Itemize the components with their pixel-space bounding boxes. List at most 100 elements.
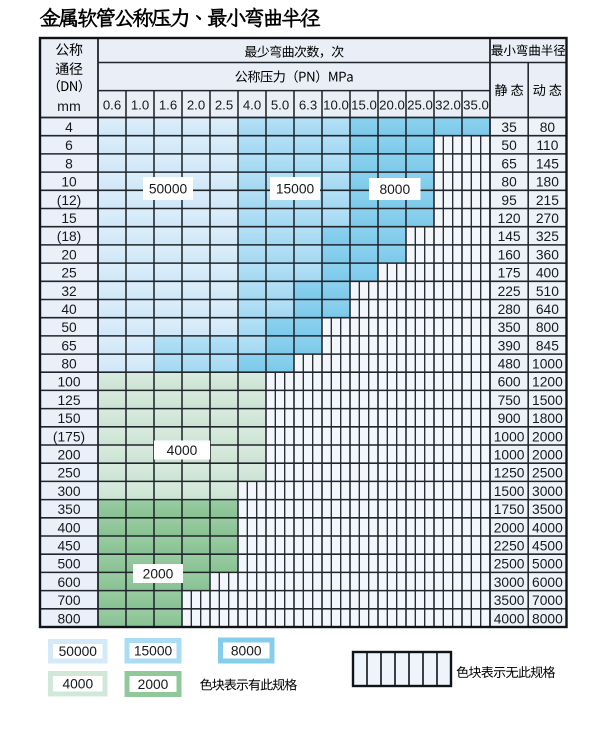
svg-text:10.0: 10.0 — [323, 98, 349, 113]
svg-text:15000: 15000 — [134, 644, 173, 659]
svg-text:3500: 3500 — [532, 502, 563, 517]
svg-text:2.5: 2.5 — [215, 98, 233, 113]
svg-text:180: 180 — [536, 175, 559, 190]
svg-text:80: 80 — [540, 120, 556, 135]
svg-text:5.0: 5.0 — [271, 98, 289, 113]
svg-text:1.0: 1.0 — [131, 98, 149, 113]
svg-text:5000: 5000 — [532, 557, 563, 572]
svg-text:7000: 7000 — [532, 593, 563, 608]
svg-text:700: 700 — [57, 593, 80, 608]
svg-text:350: 350 — [57, 502, 80, 517]
svg-text:0.6: 0.6 — [103, 98, 121, 113]
svg-text:225: 225 — [498, 284, 521, 299]
svg-text:10: 10 — [61, 175, 77, 190]
svg-text:8000: 8000 — [532, 611, 563, 626]
svg-text:(12): (12) — [57, 193, 82, 208]
svg-text:50: 50 — [501, 138, 517, 153]
svg-text:95: 95 — [501, 193, 517, 208]
svg-text:(175): (175) — [53, 429, 85, 444]
svg-text:2000: 2000 — [143, 566, 174, 581]
svg-text:280: 280 — [498, 302, 521, 317]
svg-text:25.0: 25.0 — [407, 98, 433, 113]
svg-text:1250: 1250 — [494, 466, 525, 481]
svg-text:6000: 6000 — [532, 575, 563, 590]
svg-text:50000: 50000 — [149, 181, 188, 196]
svg-text:1500: 1500 — [532, 393, 563, 408]
svg-text:80: 80 — [501, 175, 517, 190]
svg-text:8: 8 — [65, 156, 73, 171]
svg-text:800: 800 — [57, 611, 80, 626]
svg-text:145: 145 — [536, 156, 559, 171]
svg-text:4: 4 — [65, 120, 73, 135]
svg-text:2000: 2000 — [532, 429, 563, 444]
svg-text:35.0: 35.0 — [463, 98, 489, 113]
svg-text:2500: 2500 — [532, 466, 563, 481]
svg-text:175: 175 — [498, 266, 521, 281]
svg-text:4000: 4000 — [62, 677, 93, 692]
svg-text:1750: 1750 — [494, 502, 525, 517]
svg-text:150: 150 — [57, 411, 80, 426]
svg-text:2000: 2000 — [532, 448, 563, 463]
svg-text:15.0: 15.0 — [351, 98, 377, 113]
svg-text:4000: 4000 — [167, 443, 198, 458]
svg-text:4500: 4500 — [532, 539, 563, 554]
svg-text:2.0: 2.0 — [187, 98, 205, 113]
svg-text:125: 125 — [57, 393, 80, 408]
svg-text:4000: 4000 — [532, 520, 563, 535]
svg-text:20: 20 — [61, 247, 77, 262]
svg-text:600: 600 — [57, 575, 80, 590]
svg-text:1800: 1800 — [532, 411, 563, 426]
svg-text:80: 80 — [61, 357, 77, 372]
svg-text:400: 400 — [57, 520, 80, 535]
svg-text:1500: 1500 — [494, 484, 525, 499]
svg-text:640: 640 — [536, 302, 559, 317]
svg-text:4000: 4000 — [494, 611, 525, 626]
svg-text:120: 120 — [498, 211, 521, 226]
svg-text:20.0: 20.0 — [379, 98, 405, 113]
svg-text:1000: 1000 — [532, 357, 563, 372]
svg-text:390: 390 — [498, 338, 521, 353]
svg-text:1200: 1200 — [532, 375, 563, 390]
svg-text:25: 25 — [61, 266, 77, 281]
svg-text:32.0: 32.0 — [435, 98, 461, 113]
svg-text:2500: 2500 — [494, 557, 525, 572]
svg-text:325: 325 — [536, 229, 559, 244]
svg-text:215: 215 — [536, 193, 559, 208]
svg-text:6.3: 6.3 — [299, 98, 317, 113]
svg-text:845: 845 — [536, 338, 559, 353]
svg-text:500: 500 — [57, 557, 80, 572]
svg-text:750: 750 — [498, 393, 521, 408]
svg-text:270: 270 — [536, 211, 559, 226]
svg-text:510: 510 — [536, 284, 559, 299]
svg-text:900: 900 — [498, 411, 521, 426]
svg-text:480: 480 — [498, 357, 521, 372]
svg-text:50000: 50000 — [59, 644, 98, 659]
svg-text:65: 65 — [61, 338, 77, 353]
svg-text:2250: 2250 — [494, 539, 525, 554]
svg-text:1000: 1000 — [494, 429, 525, 444]
svg-text:50: 50 — [61, 320, 77, 335]
svg-text:100: 100 — [57, 375, 80, 390]
svg-text:4.0: 4.0 — [243, 98, 261, 113]
svg-text:(18): (18) — [57, 229, 82, 244]
svg-text:2000: 2000 — [494, 520, 525, 535]
svg-text:160: 160 — [498, 247, 521, 262]
svg-text:35: 35 — [501, 120, 517, 135]
svg-text:40: 40 — [61, 302, 77, 317]
svg-text:8000: 8000 — [379, 182, 410, 197]
svg-text:6: 6 — [65, 138, 73, 153]
svg-text:15000: 15000 — [276, 181, 315, 196]
svg-text:1000: 1000 — [494, 448, 525, 463]
svg-text:600: 600 — [498, 375, 521, 390]
svg-text:15: 15 — [61, 211, 77, 226]
svg-text:mm: mm — [57, 99, 81, 115]
svg-text:3000: 3000 — [494, 575, 525, 590]
svg-text:2000: 2000 — [138, 677, 169, 692]
svg-text:450: 450 — [57, 539, 80, 554]
svg-text:400: 400 — [536, 266, 559, 281]
svg-text:200: 200 — [57, 448, 80, 463]
svg-text:1.6: 1.6 — [159, 98, 177, 113]
svg-text:8000: 8000 — [231, 643, 262, 658]
svg-text:3500: 3500 — [494, 593, 525, 608]
svg-text:32: 32 — [61, 284, 76, 299]
